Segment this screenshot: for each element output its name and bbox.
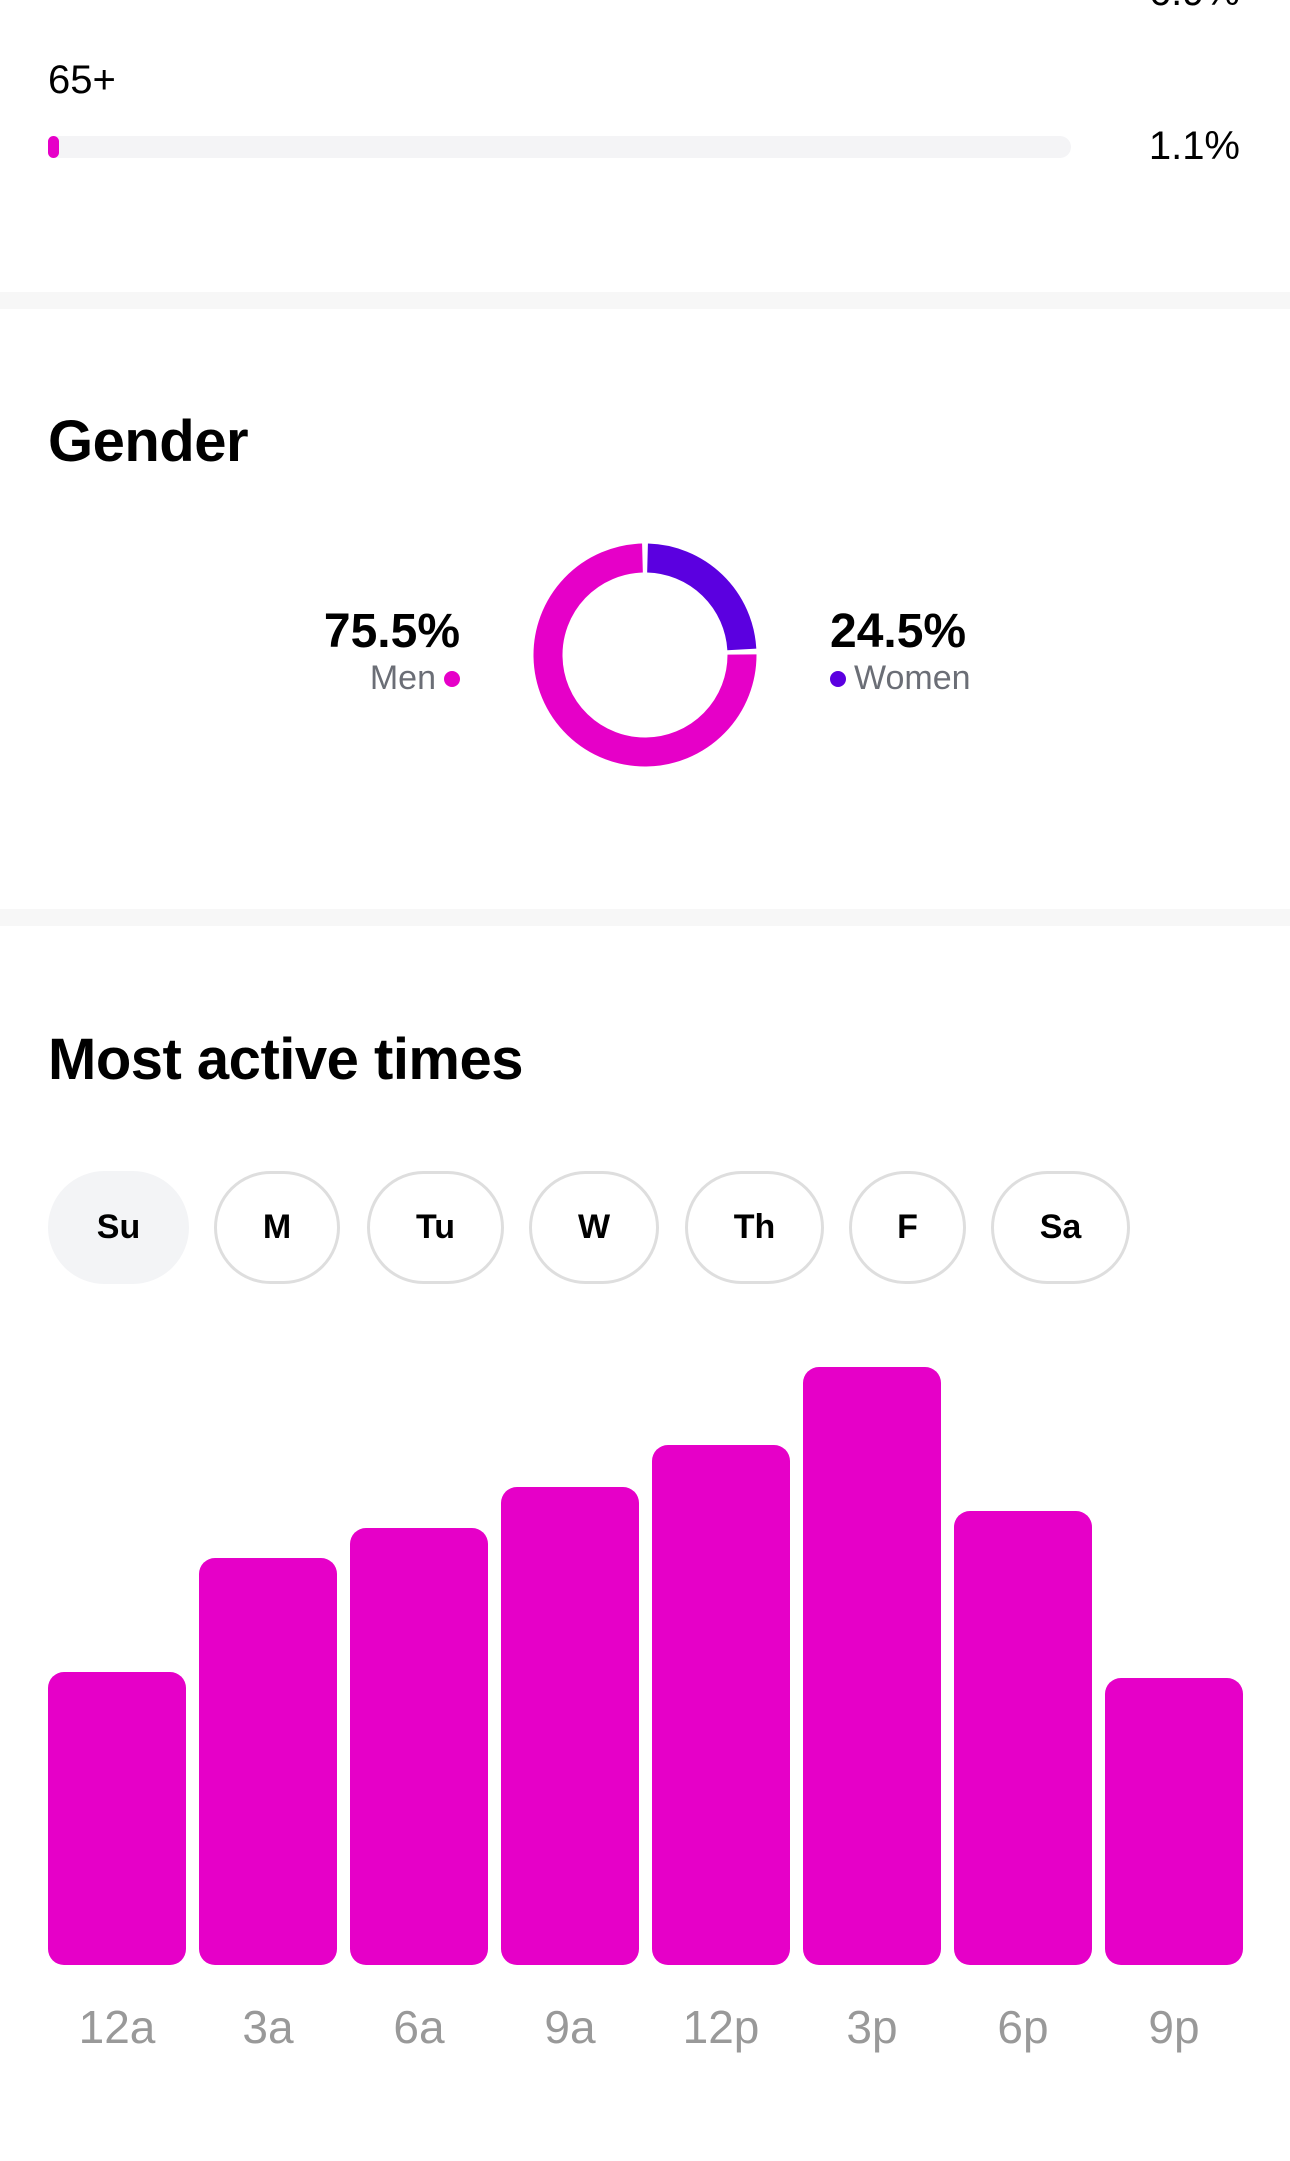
x-tick-label: 9p	[1148, 2001, 1200, 2053]
x-tick-label: 12a	[78, 2001, 156, 2053]
x-tick-label: 6a	[393, 2001, 445, 2053]
x-tick-label: 3a	[242, 2001, 294, 2053]
day-pill-su[interactable]: Su	[48, 1171, 189, 1284]
men-stat: 75.5% Men	[324, 604, 460, 698]
bar-12a	[48, 1671, 186, 1965]
gender-title: Gender	[48, 409, 249, 474]
day-selector: Su M Tu W Th F Sa	[0, 1171, 1290, 1284]
women-percent: 24.5%	[830, 605, 967, 658]
x-tick-label: 3p	[846, 2001, 898, 2053]
day-pill-th[interactable]: Th	[685, 1171, 824, 1284]
bar-3a	[199, 1558, 337, 1965]
bar-9p	[1105, 1677, 1243, 1965]
men-label: Men	[369, 659, 436, 697]
active-times-title: Most active times	[48, 1027, 524, 1092]
women-stat: 24.5% Women	[830, 604, 971, 698]
gender-donut-chart	[533, 543, 757, 767]
x-tick-label: 12p	[682, 2001, 760, 2053]
day-pill-f[interactable]: F	[849, 1171, 966, 1284]
previous-age-percent: 6.9%	[1149, 0, 1240, 15]
day-pill-w[interactable]: W	[529, 1171, 659, 1284]
day-pill-sa[interactable]: Sa	[991, 1171, 1130, 1284]
age-progress-track	[48, 136, 1071, 158]
donut-segment-men	[533, 543, 757, 767]
bar-3p	[803, 1367, 941, 1965]
day-pill-tu[interactable]: Tu	[367, 1171, 504, 1284]
women-label: Women	[854, 659, 971, 697]
bar-6a	[350, 1528, 488, 1965]
section-divider	[0, 909, 1290, 926]
women-legend-dot-icon	[830, 670, 846, 687]
men-percent: 75.5%	[323, 605, 460, 658]
section-divider	[0, 292, 1290, 309]
age-group-percent: 1.1%	[1148, 124, 1240, 168]
donut-segment-women	[646, 543, 757, 651]
age-group-label: 65+	[48, 58, 116, 102]
x-tick-label: 9a	[544, 2001, 596, 2053]
bar-9a	[501, 1486, 639, 1965]
bar-12p	[652, 1444, 790, 1965]
men-legend-dot-icon	[444, 670, 460, 687]
bar-6p	[954, 1510, 1092, 1965]
day-pill-m[interactable]: M	[214, 1171, 340, 1284]
age-progress-fill	[48, 136, 60, 158]
x-tick-label: 6p	[997, 2001, 1049, 2053]
